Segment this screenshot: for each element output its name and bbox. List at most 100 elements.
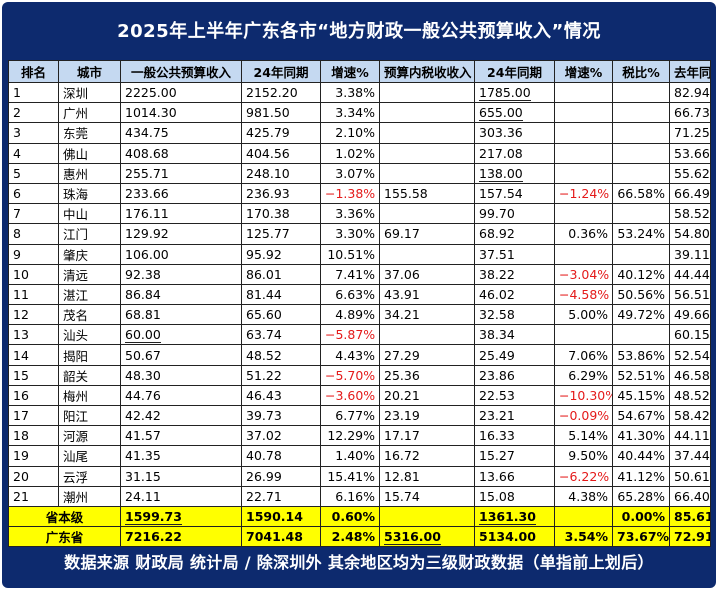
cell-revenue-last-year: 1590.14 bbox=[241, 505, 321, 528]
cell-ratio-last-year: 56.51% bbox=[669, 283, 711, 306]
cell-tax-growth: 7.06% bbox=[554, 344, 613, 366]
cell-tax-growth: −0.09% bbox=[554, 404, 613, 427]
cell-tax-last-year: 38.34 bbox=[474, 324, 555, 346]
cell-city: 中山 bbox=[58, 203, 121, 225]
cell-rank: 7 bbox=[8, 203, 59, 225]
table-row: 12 茂名 68.81 65.60 4.89% 34.21 32.58 5.00% 49.72%… bbox=[8, 304, 711, 326]
cell-city: 韶关 bbox=[58, 364, 121, 386]
cell-rank: 19 bbox=[8, 445, 59, 467]
cell-city: 河源 bbox=[58, 425, 121, 447]
cell-tax-ratio: 53.86% bbox=[612, 344, 670, 366]
cell-general-revenue: 68.81 bbox=[120, 304, 242, 326]
cell-tax-ratio: 41.12% bbox=[612, 465, 670, 487]
cell-tax-ratio bbox=[612, 162, 670, 184]
cell-revenue-growth: 1.02% bbox=[320, 142, 380, 164]
cell-tax-ratio: 66.58% bbox=[612, 182, 670, 205]
cell-rank: 18 bbox=[8, 425, 59, 447]
header-revenue-last-year: 24年同期 bbox=[241, 60, 321, 83]
cell-tax-revenue: 69.17 bbox=[379, 223, 475, 245]
cell-tax-growth: −10.30% bbox=[554, 384, 613, 407]
cell-rank: 15 bbox=[8, 364, 59, 386]
cell-revenue-last-year: 51.22 bbox=[241, 364, 321, 386]
cell-tax-growth: −6.22% bbox=[554, 465, 613, 487]
cell-revenue-growth: −1.38% bbox=[320, 182, 380, 205]
cell-revenue-last-year: 37.02 bbox=[241, 425, 321, 447]
header-tax-revenue: 预算内税收收入 bbox=[379, 60, 475, 83]
cell-ratio-last-year: 55.62% bbox=[669, 162, 711, 184]
cell-city: 揭阳 bbox=[58, 344, 121, 366]
cell-revenue-growth: 3.38% bbox=[320, 81, 380, 104]
cell-city: 云浮 bbox=[58, 465, 121, 487]
cell-general-revenue: 44.76 bbox=[120, 384, 242, 407]
cell-revenue-last-year: 125.77 bbox=[241, 223, 321, 245]
cell-tax-growth: 0.36% bbox=[554, 223, 613, 245]
cell-tax-growth: 6.29% bbox=[554, 364, 613, 386]
cell-revenue-growth: 2.48% bbox=[320, 526, 380, 548]
cell-revenue-last-year: 404.56 bbox=[241, 142, 321, 164]
table-row: 17 阳江 42.42 39.73 6.77% 23.19 23.21 −0.09% 54.67… bbox=[8, 404, 711, 427]
cell-tax-last-year: 38.22 bbox=[474, 263, 555, 285]
cell-tax-last-year: 1361.30 bbox=[474, 505, 555, 528]
cell-tax-revenue: 17.17 bbox=[379, 425, 475, 447]
cell-city: 湛江 bbox=[58, 283, 121, 306]
cell-revenue-growth: 4.89% bbox=[320, 304, 380, 326]
cell-tax-last-year: 5134.00 bbox=[474, 526, 555, 548]
cell-city: 江门 bbox=[58, 223, 121, 245]
cell-ratio-last-year: 44.44% bbox=[669, 263, 711, 285]
cell-tax-growth bbox=[554, 324, 613, 346]
cell-general-revenue: 7216.22 bbox=[120, 526, 242, 548]
header-general-revenue: 一般公共预算收入 bbox=[120, 60, 242, 83]
cell-ratio-last-year: 46.58% bbox=[669, 364, 711, 386]
cell-rank: 17 bbox=[8, 404, 59, 427]
cell-tax-last-year: 46.02 bbox=[474, 283, 555, 306]
cell-ratio-last-year: 49.66% bbox=[669, 304, 711, 326]
cell-city: 佛山 bbox=[58, 142, 121, 164]
cell-tax-ratio bbox=[612, 122, 670, 144]
cell-rank: 16 bbox=[8, 384, 59, 407]
cell-tax-ratio: 40.12% bbox=[612, 263, 670, 285]
cell-tax-revenue bbox=[379, 505, 475, 528]
cell-tax-growth bbox=[554, 203, 613, 225]
revenue-table: 排名 城市 一般公共预算收入 24年同期 增速% 预算内税收收入 24年同期 增… bbox=[8, 60, 711, 548]
cell-general-revenue: 408.68 bbox=[120, 142, 242, 164]
cell-rank: 1 bbox=[8, 81, 59, 104]
cell-tax-revenue bbox=[379, 81, 475, 104]
cell-revenue-last-year: 48.52 bbox=[241, 344, 321, 366]
cell-general-revenue: 434.75 bbox=[120, 122, 242, 144]
cell-general-revenue: 1014.30 bbox=[120, 102, 242, 124]
cell-tax-revenue: 12.81 bbox=[379, 465, 475, 487]
cell-tax-last-year: 23.86 bbox=[474, 364, 555, 386]
cell-tax-growth: −4.58% bbox=[554, 283, 613, 306]
cell-revenue-last-year: 26.99 bbox=[241, 465, 321, 487]
cell-tax-last-year: 157.54 bbox=[474, 182, 555, 205]
cell-ratio-last-year: 44.11% bbox=[669, 425, 711, 447]
cell-tax-growth: 5.14% bbox=[554, 425, 613, 447]
cell-rank: 8 bbox=[8, 223, 59, 245]
cell-revenue-growth: 12.29% bbox=[320, 425, 380, 447]
cell-tax-ratio: 65.28% bbox=[612, 485, 670, 507]
cell-tax-last-year: 23.21 bbox=[474, 404, 555, 427]
cell-rank: 3 bbox=[8, 122, 59, 144]
cell-tax-last-year: 217.08 bbox=[474, 142, 555, 164]
cell-general-revenue: 176.11 bbox=[120, 203, 242, 225]
cell-tax-last-year: 15.27 bbox=[474, 445, 555, 467]
cell-tax-growth: 4.38% bbox=[554, 485, 613, 507]
cell-tax-last-year: 37.51 bbox=[474, 243, 555, 265]
cell-rank: 9 bbox=[8, 243, 59, 265]
cell-general-revenue: 92.38 bbox=[120, 263, 242, 285]
cell-revenue-growth: 3.30% bbox=[320, 223, 380, 245]
cell-ratio-last-year: 82.94% bbox=[669, 81, 711, 104]
cell-ratio-last-year: 60.15% bbox=[669, 324, 711, 346]
cell-general-revenue: 42.42 bbox=[120, 404, 242, 427]
cell-rank: 13 bbox=[8, 324, 59, 346]
cell-revenue-last-year: 40.78 bbox=[241, 445, 321, 467]
cell-tax-growth bbox=[554, 243, 613, 265]
cell-tax-last-year: 303.36 bbox=[474, 122, 555, 144]
